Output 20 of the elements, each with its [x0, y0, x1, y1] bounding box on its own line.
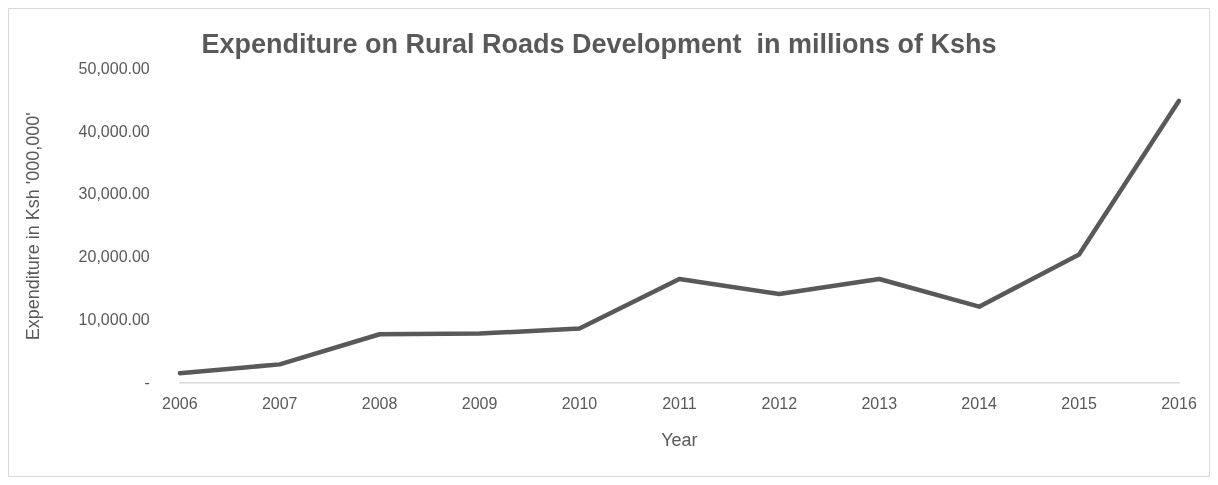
y-tick-label: 30,000.00 [78, 185, 150, 203]
x-tick-label: 2014 [961, 395, 998, 413]
y-tick-label: - [144, 373, 150, 391]
x-tick-label: 2013 [861, 395, 898, 413]
x-tick-label: 2010 [561, 395, 598, 413]
y-axis-title: Expenditure in Ksh '000,000' [22, 112, 43, 341]
chart-title: Expenditure on Rural Roads Development in millions of Kshs [201, 28, 997, 59]
x-tick-label: 2009 [461, 395, 498, 413]
x-axis-title: Year [661, 430, 698, 451]
x-tick-label: 2007 [261, 395, 298, 413]
y-tick-label: 20,000.00 [78, 248, 150, 266]
y-tick-label: 10,000.00 [78, 310, 150, 328]
x-tick-label: 2016 [1161, 395, 1197, 413]
x-tick-label: 2011 [662, 395, 697, 413]
y-tick-label: 40,000.00 [78, 122, 150, 140]
x-tick-label: 2012 [761, 395, 798, 413]
x-tick-label: 2008 [361, 395, 398, 413]
x-tick-label: 2006 [161, 395, 198, 413]
x-tick-label: 2015 [1061, 395, 1097, 413]
y-tick-label: 50,000.00 [78, 59, 150, 77]
